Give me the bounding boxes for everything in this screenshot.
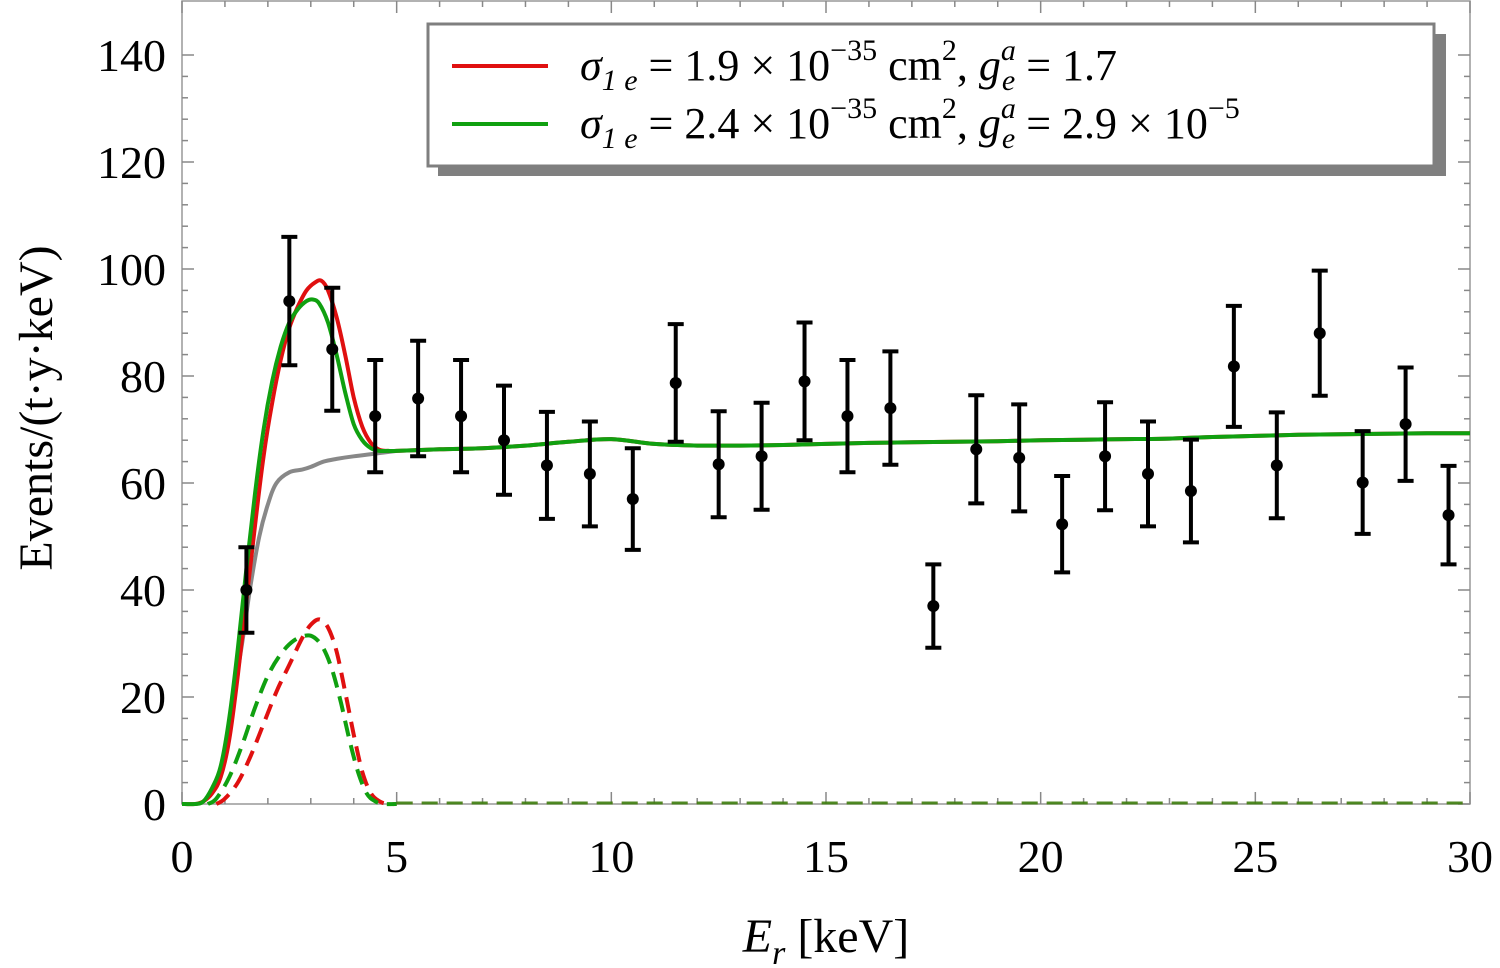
data-point	[925, 562, 942, 650]
y-tick-label: 40	[120, 565, 166, 616]
y-axis-title: Events/(t·y·keV)	[10, 245, 63, 570]
data-marker	[1013, 451, 1026, 464]
data-point	[1311, 268, 1328, 398]
data-point	[367, 357, 384, 475]
data-point	[324, 285, 341, 413]
legend-entry: σ1 e = 2.4 × 10−35 cm2, ga e = 2.9 × 10−5	[452, 92, 1240, 155]
data-point-layer	[238, 234, 1457, 650]
data-marker	[1442, 509, 1455, 522]
y-tick-label: 60	[120, 458, 166, 509]
data-point	[1054, 474, 1071, 575]
data-point	[1397, 365, 1414, 483]
data-marker	[626, 493, 639, 506]
legend-label: σ1 e = 2.4 × 10−35 cm2, ga e = 2.9 × 10−5	[580, 92, 1240, 155]
data-point	[1225, 303, 1242, 429]
y-tick-label: 140	[97, 30, 166, 81]
x-tick-label: 0	[171, 831, 194, 882]
x-tick-label: 25	[1232, 831, 1278, 882]
data-marker	[583, 467, 596, 480]
axis-ticks	[181, 1, 1471, 805]
data-point	[968, 393, 985, 506]
y-tick-label: 120	[97, 137, 166, 188]
tick-label-layer: 0 5 10 15 20 25 30 0 20 40 60 80 100 120 140	[97, 30, 1493, 882]
data-marker	[1227, 360, 1240, 373]
data-point	[624, 446, 641, 552]
data-point	[410, 338, 427, 459]
x-tick-label: 15	[803, 831, 849, 882]
data-point	[839, 357, 856, 475]
series-signal-green	[206, 633, 397, 807]
data-point	[882, 349, 899, 467]
legend-entries: σ1 e = 1.9 × 10−35 cm2, ga e = 1.7σ1 e = …	[452, 34, 1240, 155]
data-marker	[326, 343, 339, 356]
data-point	[1182, 437, 1199, 545]
curve-layer	[181, 278, 1470, 807]
x-tick-label: 20	[1018, 831, 1064, 882]
data-point	[238, 545, 255, 635]
data-marker	[1099, 450, 1112, 463]
data-marker	[369, 410, 382, 423]
data-point	[1440, 463, 1457, 567]
legend: σ1 e = 1.9 × 10−35 cm2, ga e = 1.7σ1 e = …	[426, 22, 1446, 176]
data-point	[1097, 400, 1114, 513]
data-point	[667, 322, 684, 444]
data-marker	[498, 434, 510, 447]
x-tick-label: 10	[588, 831, 634, 882]
y-tick-label: 80	[120, 351, 166, 402]
y-tick-label: 20	[120, 672, 166, 723]
data-point	[1011, 402, 1028, 514]
data-marker	[540, 459, 553, 472]
data-point	[796, 320, 813, 443]
data-point	[538, 409, 555, 521]
data-point	[1268, 410, 1285, 521]
data-marker	[1184, 485, 1197, 498]
data-point	[710, 409, 727, 520]
legend-entry: σ1 e = 1.9 × 10−35 cm2, ga e = 1.7	[452, 34, 1117, 97]
data-marker	[1356, 476, 1369, 489]
data-marker	[712, 458, 725, 471]
y-tick-label: 100	[97, 244, 166, 295]
data-marker	[798, 375, 811, 388]
data-marker	[884, 402, 897, 415]
x-axis-title: Er [keV]	[742, 910, 910, 968]
data-point	[281, 234, 298, 368]
data-point	[753, 400, 770, 512]
legend-label: σ1 e = 1.9 × 10−35 cm2, ga e = 1.7	[580, 34, 1117, 97]
series-total-green	[181, 297, 1470, 807]
x-tick-label: 5	[385, 831, 408, 882]
data-marker	[412, 392, 425, 405]
y-tick-label: 0	[143, 779, 166, 830]
data-marker	[1399, 418, 1412, 431]
data-marker	[283, 295, 296, 308]
data-marker	[1270, 459, 1283, 472]
data-marker	[755, 450, 768, 463]
data-point	[1354, 429, 1371, 536]
data-marker	[1142, 467, 1154, 480]
series-background	[231, 448, 397, 698]
legend-box	[426, 22, 1436, 168]
data-marker	[970, 443, 983, 456]
data-point	[581, 419, 598, 529]
series-signal-red	[215, 617, 397, 807]
data-marker	[240, 584, 253, 596]
data-point	[1140, 419, 1156, 529]
data-marker	[1056, 518, 1069, 531]
data-marker	[927, 600, 940, 613]
x-tick-label: 30	[1447, 831, 1493, 882]
data-marker	[1313, 327, 1326, 340]
data-point	[453, 357, 470, 475]
data-marker	[841, 410, 854, 423]
data-marker	[455, 410, 468, 423]
data-point	[496, 383, 512, 497]
data-marker	[669, 376, 682, 389]
